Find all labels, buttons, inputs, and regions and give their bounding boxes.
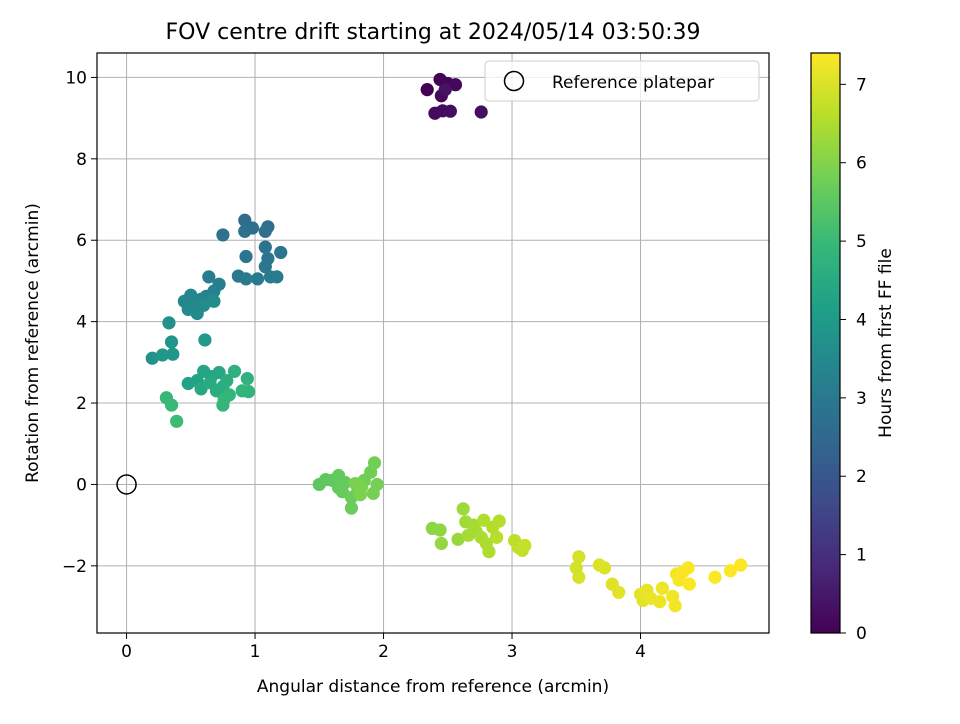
y-tick-label: 6	[76, 231, 87, 251]
colorbar-tick-label: 2	[856, 467, 867, 487]
y-tick-label: 0	[76, 475, 87, 495]
data-point	[258, 240, 272, 254]
colorbar-frame	[810, 52, 841, 634]
legend-marker-icon	[503, 70, 525, 92]
data-point	[482, 544, 496, 559]
data-point	[216, 228, 230, 242]
y-tick-label: 4	[76, 313, 87, 333]
legend: Reference platepar	[484, 60, 760, 102]
data-point	[492, 514, 506, 528]
data-point	[170, 414, 184, 428]
data-point	[162, 316, 176, 330]
x-tick-label: 4	[635, 642, 646, 662]
data-point	[477, 513, 491, 527]
data-point	[612, 585, 626, 599]
plot-frame	[96, 52, 770, 634]
data-point	[723, 564, 738, 578]
colorbar: 0 1 2 3 4 5 6 7 Hours from first FF file	[810, 52, 896, 644]
data-point	[166, 347, 180, 361]
chart-title: FOV centre drift starting at 2024/05/14 …	[166, 20, 701, 45]
colorbar-tick-label: 5	[856, 232, 867, 252]
data-point	[451, 532, 465, 546]
y-tick-label: −2	[62, 557, 87, 577]
data-point	[202, 270, 216, 284]
data-point	[448, 78, 463, 92]
data-point	[270, 270, 284, 284]
data-point	[597, 561, 612, 575]
colorbar-label: Hours from first FF file	[876, 248, 896, 438]
colorbar-ticks: 0 1 2 3 4 5 6 7	[840, 75, 867, 644]
data-point	[274, 245, 288, 260]
plot-area: 0 1 2 3 4 −2 0 2 4 6 8 10	[62, 52, 770, 662]
data-point	[456, 502, 470, 516]
data-point	[681, 561, 695, 575]
data-point	[155, 348, 170, 362]
y-tick-label: 10	[65, 68, 87, 88]
colorbar-tick-label: 7	[856, 75, 867, 95]
data-point	[348, 477, 362, 491]
x-tick-label: 3	[507, 642, 518, 662]
colorbar-tick-label: 0	[856, 624, 867, 644]
colorbar-tick-label: 1	[856, 546, 867, 566]
data-point	[164, 398, 179, 412]
colorbar-tick-label: 4	[856, 310, 867, 330]
data-point	[653, 595, 667, 609]
data-point	[668, 599, 682, 613]
data-point	[353, 488, 368, 502]
data-point	[420, 83, 434, 97]
data-point	[227, 364, 242, 378]
y-tick-label: 2	[76, 394, 87, 414]
data-point	[572, 550, 586, 564]
data-point	[708, 570, 722, 584]
data-point	[344, 501, 359, 515]
data-point	[655, 581, 669, 595]
data-point	[216, 398, 230, 412]
data-point	[198, 333, 212, 347]
y-axis-label: Rotation from reference (arcmin)	[23, 203, 43, 483]
data-point	[490, 530, 504, 544]
x-tick-label: 1	[250, 642, 261, 662]
data-point	[474, 105, 488, 119]
data-point	[145, 351, 159, 365]
data-point	[367, 456, 382, 470]
data-point	[238, 224, 252, 238]
colorbar-tick-label: 6	[856, 154, 867, 174]
data-point	[207, 294, 221, 308]
data-point	[164, 335, 179, 349]
data-point	[433, 523, 447, 537]
x-tick-label: 0	[121, 642, 132, 662]
data-point	[197, 298, 211, 312]
data-point	[518, 538, 532, 553]
data-point	[235, 384, 249, 398]
reference-point-marker	[116, 474, 137, 495]
x-tick-label: 2	[378, 642, 389, 662]
colorbar-tick-label: 3	[856, 389, 867, 409]
data-point	[572, 570, 586, 584]
data-point	[443, 104, 457, 118]
legend-box	[484, 60, 760, 102]
legend-entry: Reference platepar	[552, 73, 714, 93]
data-points	[145, 72, 748, 613]
data-point	[258, 224, 272, 238]
data-point	[734, 558, 748, 572]
data-point	[239, 249, 253, 264]
x-axis-label: Angular distance from reference (arcmin)	[257, 677, 609, 697]
data-point	[438, 83, 452, 97]
y-tick-label: 8	[76, 150, 87, 170]
data-point	[251, 272, 265, 286]
colorbar-gradient	[811, 53, 840, 633]
data-point	[682, 577, 696, 591]
data-point	[239, 272, 253, 286]
data-point	[220, 374, 234, 388]
data-point	[240, 372, 254, 386]
data-point	[366, 486, 380, 500]
data-point	[258, 260, 272, 274]
data-point	[434, 536, 448, 551]
